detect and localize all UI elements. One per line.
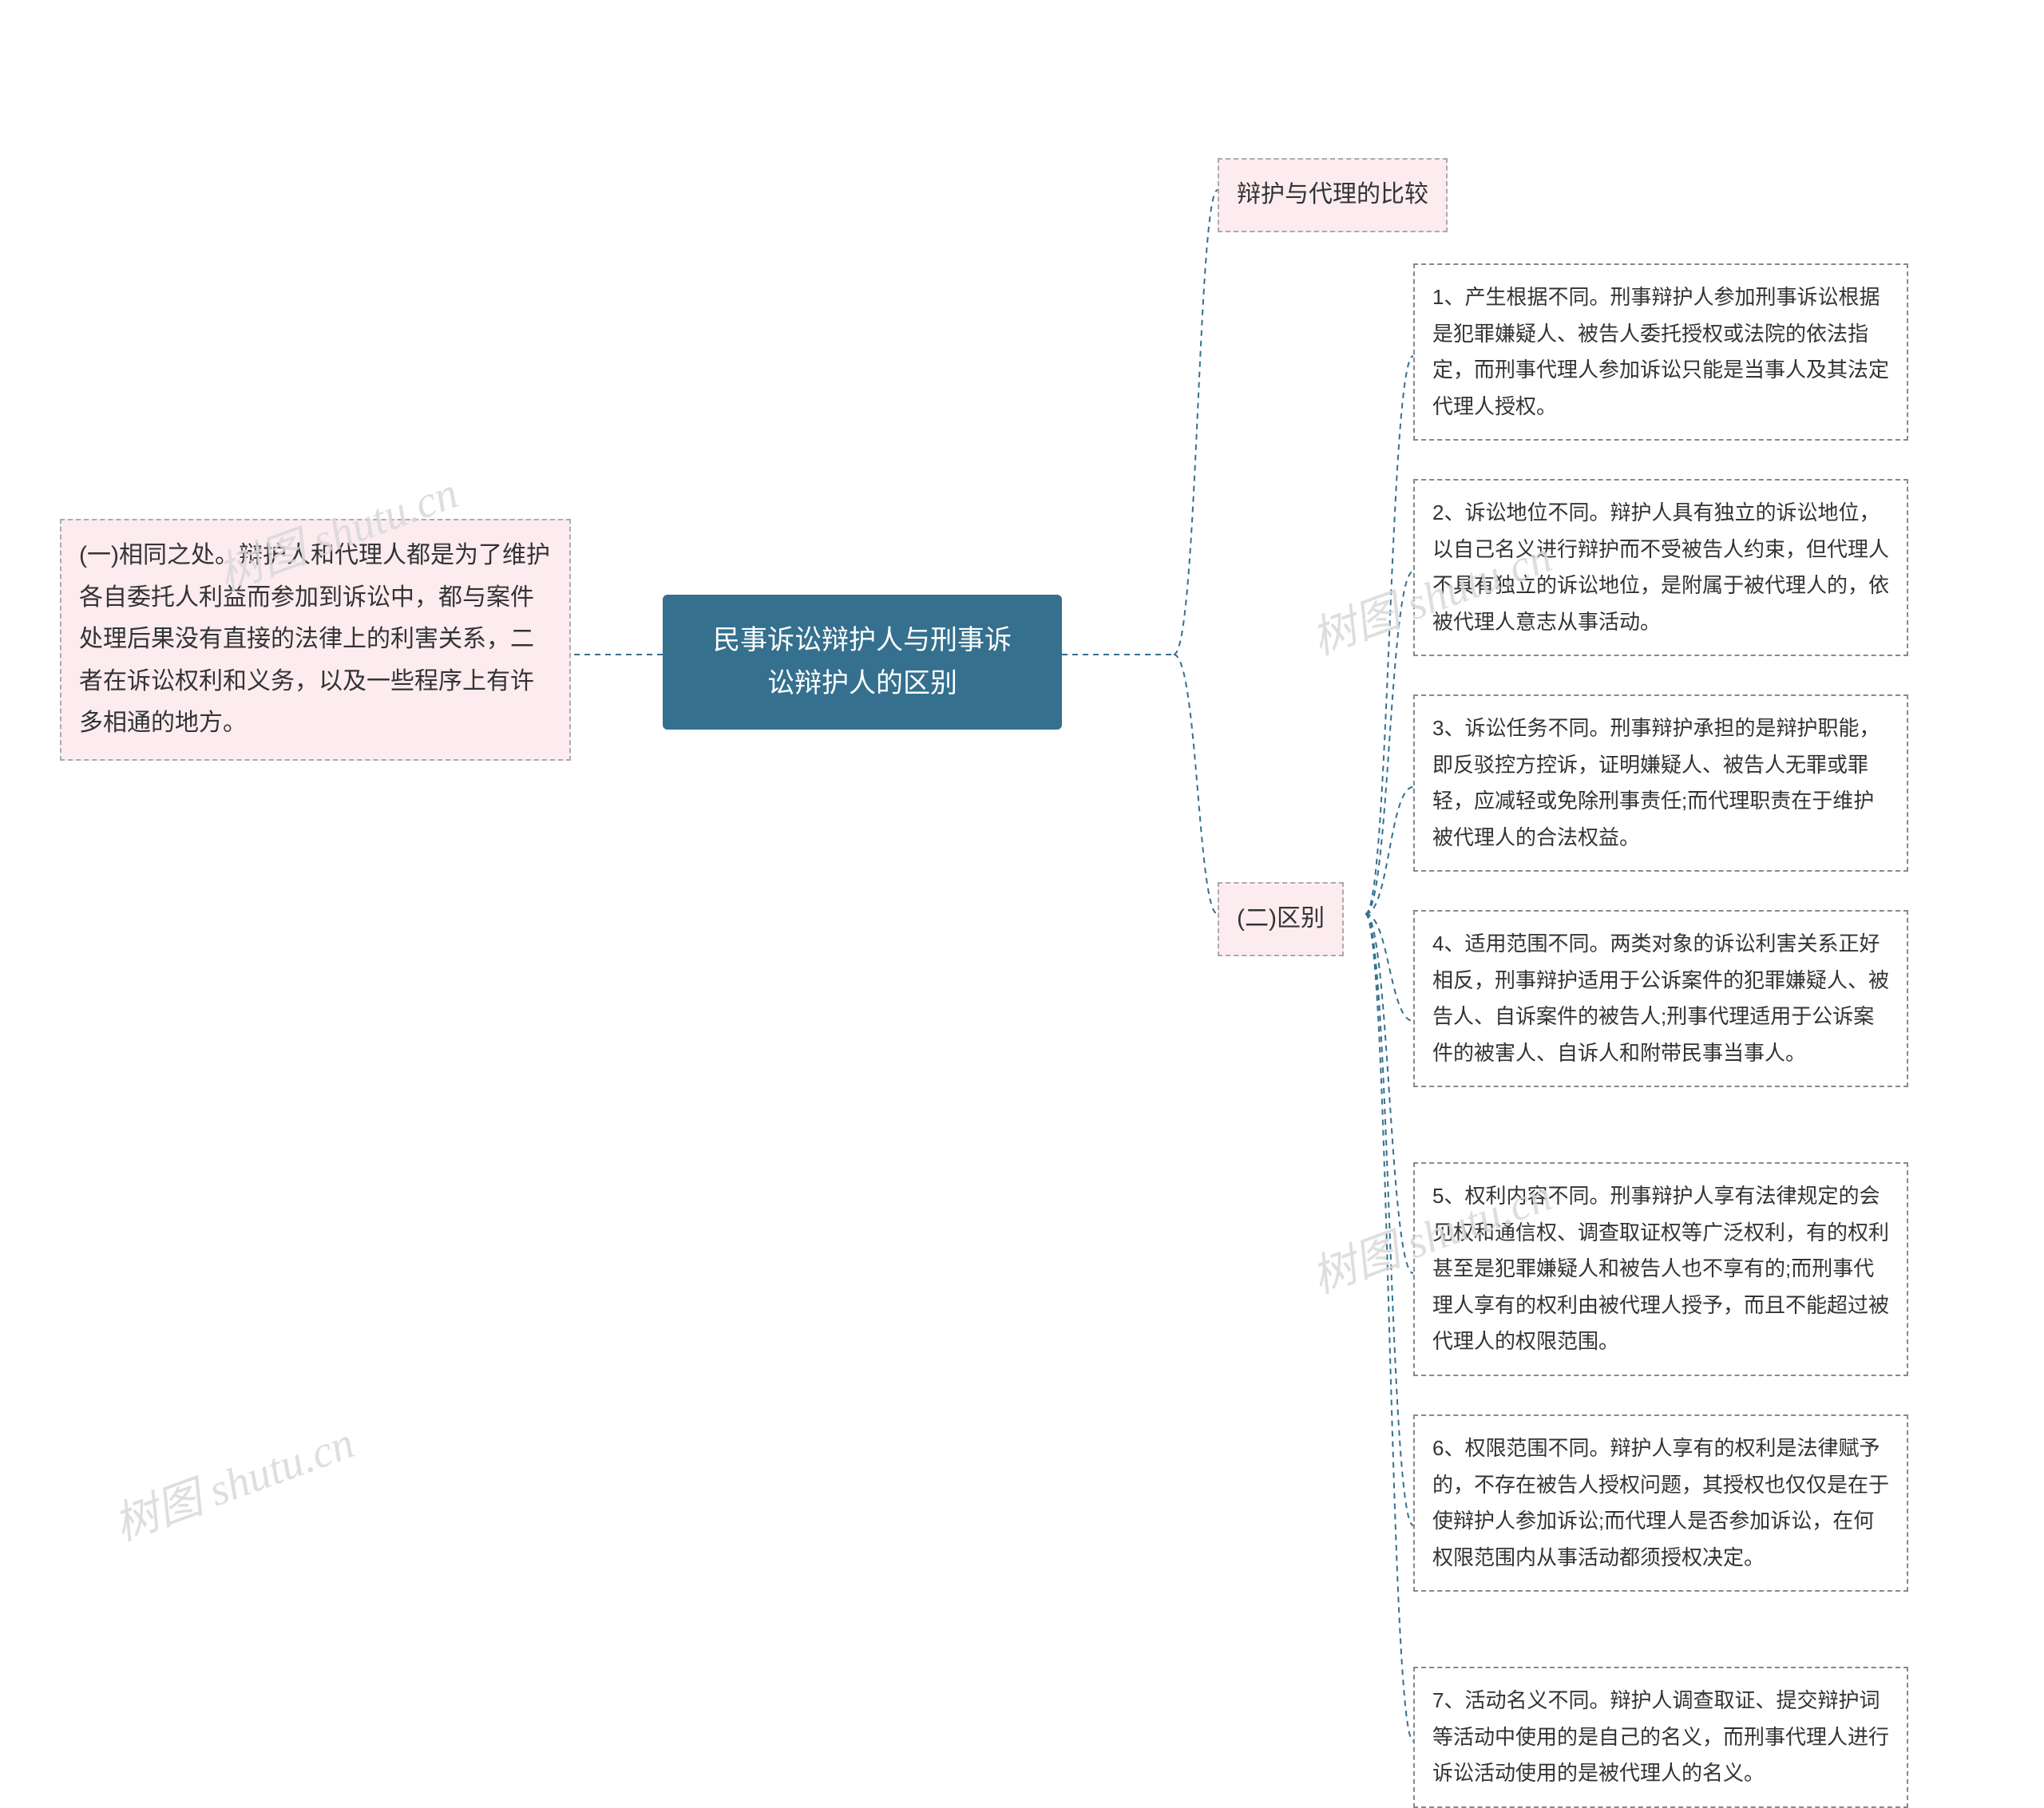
detail-node-1: 1、产生根据不同。刑事辩护人参加刑事诉讼根据是犯罪嫌疑人、被告人委托授权或法院的… [1413,263,1908,441]
section-comparison-node: 辩护与代理的比较 [1218,158,1448,232]
detail-node-3: 3、诉讼任务不同。刑事辩护承担的是辩护职能，即反驳控方控诉，证明嫌疑人、被告人无… [1413,694,1908,872]
detail-text-1: 1、产生根据不同。刑事辩护人参加刑事诉讼根据是犯罪嫌疑人、被告人委托授权或法院的… [1432,285,1889,418]
center-line2: 讼辩护人的区别 [767,668,957,698]
center-node: 民事诉讼辩护人与刑事诉 讼辩护人的区别 [663,595,1062,730]
detail-text-4: 4、适用范围不同。两类对象的诉讼利害关系正好相反，刑事辩护适用于公诉案件的犯罪嫌… [1432,932,1889,1065]
section-comparison-label: 辩护与代理的比较 [1237,181,1428,208]
detail-text-6: 6、权限范围不同。辩护人享有的权利是法律赋予的，不存在被告人授权问题，其授权也仅… [1432,1436,1889,1569]
detail-node-6: 6、权限范围不同。辩护人享有的权利是法律赋予的，不存在被告人授权问题，其授权也仅… [1413,1414,1908,1592]
detail-node-2: 2、诉讼地位不同。辩护人具有独立的诉讼地位，以自己名义进行辩护而不受被告人约束，… [1413,479,1908,656]
detail-text-7: 7、活动名义不同。辩护人调查取证、提交辩护词等活动中使用的是自己的名义，而刑事代… [1432,1688,1889,1785]
section-difference-label: (二)区别 [1237,905,1325,932]
mindmap-canvas: 民事诉讼辩护人与刑事诉 讼辩护人的区别 (一)相同之处。辩护人和代理人都是为了维… [0,0,2044,1752]
left-text: (一)相同之处。辩护人和代理人都是为了维护各自委托人利益而参加到诉讼中，都与案件… [79,542,550,736]
detail-node-5: 5、权利内容不同。刑事辩护人享有法律规定的会见权和通信权、调查取证权等广泛权利，… [1413,1162,1908,1376]
watermark-3: 树图 shutu.cn [104,1407,362,1554]
left-similarities-node: (一)相同之处。辩护人和代理人都是为了维护各自委托人利益而参加到诉讼中，都与案件… [60,519,571,761]
detail-text-3: 3、诉讼任务不同。刑事辩护承担的是辩护职能，即反驳控方控诉，证明嫌疑人、被告人无… [1432,716,1880,849]
center-line1: 民事诉讼辩护人与刑事诉 [713,625,1012,655]
section-difference-node: (二)区别 [1218,882,1344,956]
detail-text-5: 5、权利内容不同。刑事辩护人享有法律规定的会见权和通信权、调查取证权等广泛权利，… [1432,1184,1889,1353]
detail-node-7: 7、活动名义不同。辩护人调查取证、提交辩护词等活动中使用的是自己的名义，而刑事代… [1413,1667,1908,1808]
detail-text-2: 2、诉讼地位不同。辩护人具有独立的诉讼地位，以自己名义进行辩护而不受被告人约束，… [1432,500,1889,634]
detail-node-4: 4、适用范围不同。两类对象的诉讼利害关系正好相反，刑事辩护适用于公诉案件的犯罪嫌… [1413,910,1908,1087]
